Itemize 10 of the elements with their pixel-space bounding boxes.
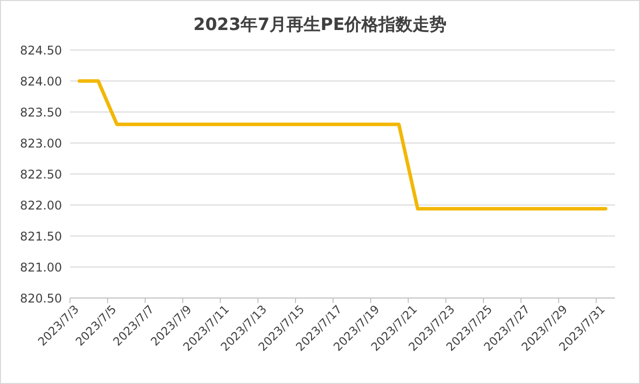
- y-tick-label: 821.50: [20, 230, 62, 244]
- y-tick-label: 822.50: [20, 168, 62, 182]
- chart-title: 2023年7月再生PE价格指数走势: [193, 15, 447, 35]
- y-tick-label: 823.00: [20, 136, 62, 150]
- y-tick-label: 823.50: [20, 106, 62, 120]
- y-tick-label: 821.00: [20, 260, 62, 274]
- y-tick-label: 820.50: [20, 292, 62, 306]
- y-tick-label: 824.50: [20, 44, 62, 58]
- y-tick-label: 822.00: [20, 198, 62, 212]
- y-tick-label: 824.00: [20, 74, 62, 88]
